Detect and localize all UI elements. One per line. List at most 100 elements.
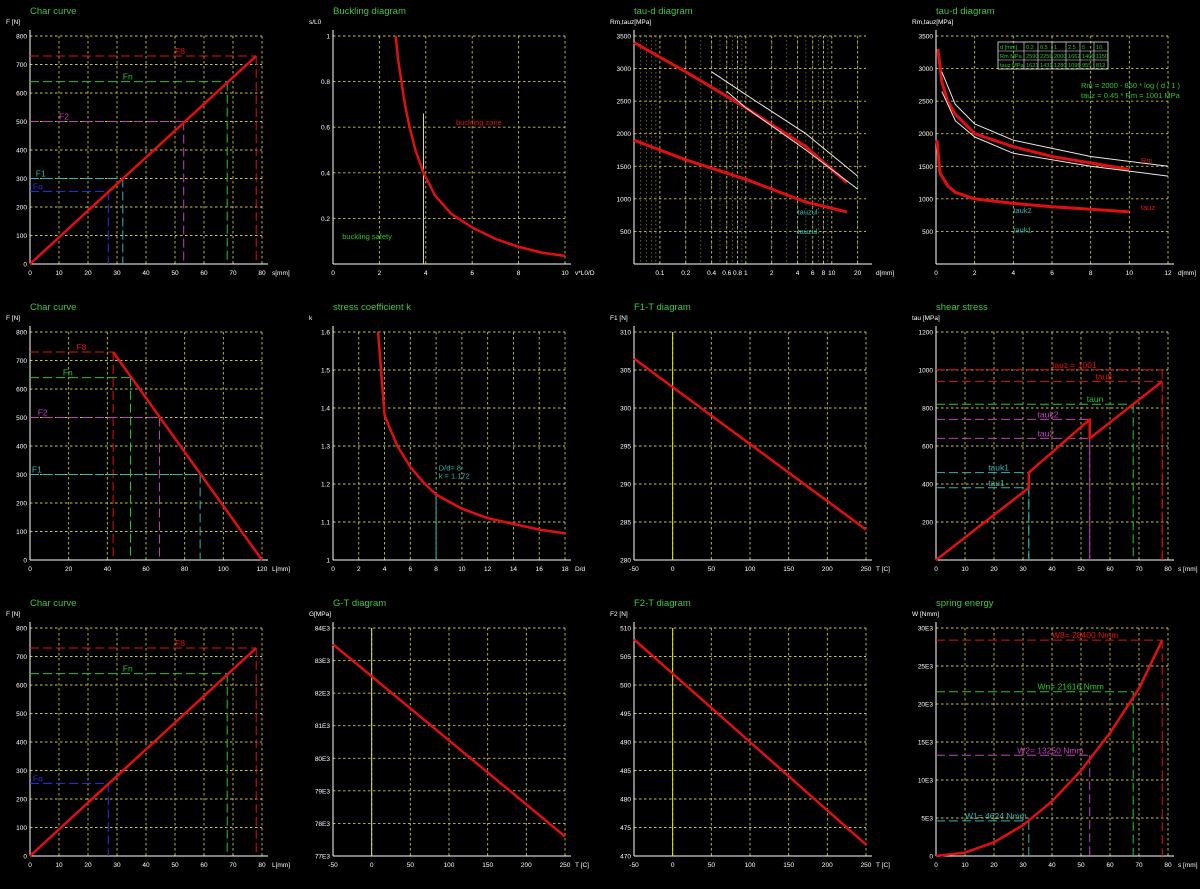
series-line-2 bbox=[941, 71, 1169, 167]
y-tick-label: 400 bbox=[16, 148, 27, 155]
chart-title: Char curve bbox=[30, 598, 76, 609]
y-tick-label: 100 bbox=[16, 529, 27, 536]
y-tick-label: 280 bbox=[620, 558, 631, 565]
y-tick-label: 1.1 bbox=[321, 520, 330, 527]
x-tick-label: 0 bbox=[671, 862, 675, 869]
x-tick-label: 10 bbox=[961, 862, 969, 869]
x-tick-label: 120 bbox=[257, 566, 268, 573]
y-tick-label: 2000 bbox=[919, 131, 934, 138]
marker-label: tau8 bbox=[1096, 371, 1113, 381]
y-tick-label: 3500 bbox=[919, 34, 934, 41]
y-tick-label: 2500 bbox=[617, 99, 632, 106]
chart-title: F1-T diagram bbox=[634, 302, 691, 313]
y-tick-label: 200 bbox=[16, 205, 27, 212]
table-cell: tauz MPa bbox=[1000, 63, 1025, 69]
x-tick-label: 50 bbox=[171, 862, 179, 869]
y-tick-label: 400 bbox=[922, 482, 933, 489]
series-line-1 bbox=[633, 638, 867, 846]
x-tick-label: 0.2 bbox=[681, 270, 690, 277]
y-tick-label: 200 bbox=[16, 797, 27, 804]
x-tick-label: 100 bbox=[745, 862, 756, 869]
x-tick-label: 0.4 bbox=[707, 270, 716, 277]
series-line-1 bbox=[112, 351, 264, 561]
y-tick-label: 480 bbox=[620, 797, 631, 804]
x-tick-label: 150 bbox=[482, 862, 493, 869]
x-tick-label: 100 bbox=[218, 566, 229, 573]
x-tick-label: 60 bbox=[1106, 862, 1114, 869]
y-tick-label: 81E3 bbox=[315, 723, 331, 730]
y-tick-label: 25E3 bbox=[918, 664, 934, 671]
annotation-text: buckling zone bbox=[456, 118, 502, 127]
x-tick-label: 14 bbox=[510, 566, 518, 573]
y-tick-label: 500 bbox=[16, 415, 27, 422]
y-tick-label: 3000 bbox=[617, 66, 632, 73]
x-tick-label: 0 bbox=[28, 566, 32, 573]
y-axis-label: G[MPa] bbox=[309, 611, 331, 618]
y-tick-label: 400 bbox=[16, 740, 27, 747]
x-tick-label: 70 bbox=[1135, 862, 1143, 869]
series-line-1 bbox=[633, 41, 848, 184]
y-tick-label: 0 bbox=[23, 854, 27, 861]
chart-title: tau-d diagram bbox=[634, 6, 693, 17]
x-tick-label: 0 bbox=[28, 862, 32, 869]
x-tick-label: 10 bbox=[1126, 270, 1134, 277]
x-tick-label: 4 bbox=[796, 270, 800, 277]
y-axis-label: W [Nmm] bbox=[912, 611, 939, 618]
x-tick-label: 2 bbox=[357, 566, 361, 573]
y-tick-label: 800 bbox=[16, 330, 27, 337]
x-tick-label: 60 bbox=[200, 862, 208, 869]
y-tick-label: 285 bbox=[620, 520, 631, 527]
y-tick-label: 80E3 bbox=[315, 756, 331, 763]
x-tick-label: 18 bbox=[561, 566, 569, 573]
y-axis-label: F [N] bbox=[6, 611, 20, 618]
table-cell: 2000 bbox=[1054, 54, 1066, 60]
y-tick-label: 78E3 bbox=[315, 821, 331, 828]
annotation-text: D/d= 8 bbox=[439, 464, 461, 473]
y-axis-label: F1 [N] bbox=[610, 315, 628, 322]
marker-label: tauk1 bbox=[988, 463, 1009, 473]
x-tick-label: -50 bbox=[328, 862, 338, 869]
x-tick-label: 0 bbox=[331, 566, 335, 573]
x-axis-label: T [C] bbox=[876, 566, 890, 573]
x-tick-label: 70 bbox=[229, 862, 237, 869]
annotation-text: tauk2 bbox=[1013, 206, 1031, 215]
marker-label: tauz = 1001 bbox=[1052, 360, 1097, 370]
chart-title: shear stress bbox=[936, 302, 988, 313]
series-line-4 bbox=[633, 138, 848, 214]
marker-label: Fn bbox=[63, 368, 73, 378]
y-axis-label: tau [MPa] bbox=[912, 315, 940, 322]
y-tick-label: 79E3 bbox=[315, 788, 331, 795]
y-tick-label: 485 bbox=[620, 768, 631, 775]
y-tick-label: 495 bbox=[620, 711, 631, 718]
annotation-text: tauzul bbox=[798, 227, 818, 236]
y-tick-label: 1.4 bbox=[321, 406, 330, 413]
marker-label: Fn bbox=[123, 664, 133, 674]
series-line-2 bbox=[711, 71, 859, 177]
table-cell: d [mm] bbox=[1000, 45, 1018, 51]
chart-panel-11: F2-T diagram F2 [N] T [C] 470 475 480 485 490 49… bbox=[610, 598, 890, 869]
x-tick-label: 100 bbox=[444, 862, 455, 869]
y-axis-label: k bbox=[309, 315, 313, 322]
y-tick-label: 305 bbox=[620, 368, 631, 375]
marker-label: tau1 bbox=[988, 478, 1005, 488]
y-tick-label: 30E3 bbox=[918, 626, 934, 633]
x-tick-label: 10 bbox=[55, 270, 63, 277]
y-tick-label: 84E3 bbox=[315, 626, 331, 633]
x-tick-label: 10 bbox=[55, 862, 63, 869]
x-tick-label: 150 bbox=[783, 566, 794, 573]
y-tick-label: 500 bbox=[16, 119, 27, 126]
table-cell: 1406 bbox=[1082, 54, 1094, 60]
series-line-1 bbox=[935, 380, 1163, 561]
series-line-4 bbox=[935, 140, 1130, 214]
series-line-1 bbox=[394, 35, 566, 258]
y-tick-label: 20E3 bbox=[918, 702, 934, 709]
y-tick-label: 2500 bbox=[919, 99, 934, 106]
y-tick-label: 1.3 bbox=[321, 444, 330, 451]
annotation-text: k = 1.172 bbox=[439, 471, 470, 480]
x-tick-label: 60 bbox=[142, 566, 150, 573]
y-axis-label: s/L0 bbox=[309, 19, 322, 26]
marker-label: W2= 13250 Nmm bbox=[1017, 745, 1083, 755]
y-tick-label: 295 bbox=[620, 444, 631, 451]
table-cell: 1150 bbox=[1096, 54, 1108, 60]
